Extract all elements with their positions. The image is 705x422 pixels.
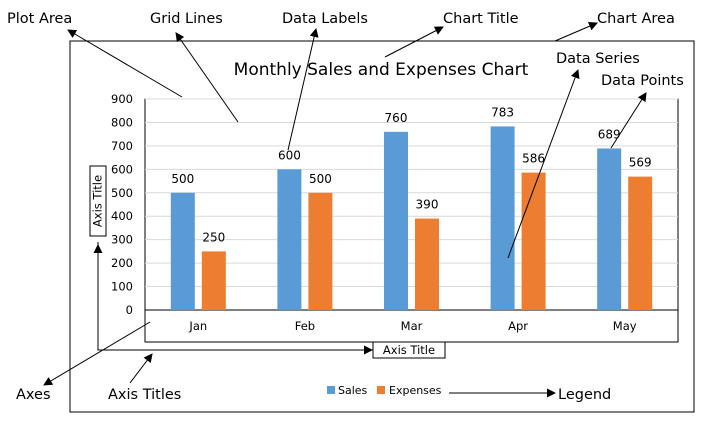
data-label: 500	[171, 172, 194, 186]
x-axis-tick-labels: Jan Feb Mar Apr May	[188, 319, 636, 333]
annotation-data-series: Data Series	[556, 51, 640, 67]
chart-title: Monthly Sales and Expenses Chart	[234, 60, 529, 80]
annotation-data-points: Data Points	[601, 73, 684, 89]
x-tick-label: Apr	[508, 319, 528, 333]
pointer-axes	[43, 321, 151, 386]
legend-label-sales: Sales	[338, 384, 368, 397]
pointer-data-series	[507, 69, 580, 259]
bar-expenses-may	[628, 176, 653, 310]
data-label: 600	[278, 148, 301, 162]
y-tick-label: 200	[111, 256, 133, 270]
y-tick-label: 300	[111, 233, 133, 247]
y-tick-label: 700	[111, 139, 133, 153]
data-series-bars	[170, 126, 653, 311]
bar-expenses-jan	[201, 251, 226, 310]
x-tick-label: Mar	[401, 319, 423, 333]
y-tick-label: 600	[111, 162, 133, 176]
annotation-grid-lines: Grid Lines	[150, 11, 223, 27]
legend-swatch-expenses	[377, 386, 385, 394]
pointer-data-labels	[287, 28, 319, 151]
data-label: 586	[522, 152, 545, 166]
y-tick-label: 500	[111, 186, 133, 200]
bar-sales-mar	[384, 131, 408, 310]
axis-title-connector	[97, 242, 373, 351]
pointer-axis-titles	[129, 353, 153, 384]
annotation-axes: Axes	[16, 387, 51, 403]
legend-swatch-sales	[327, 386, 335, 394]
pointer-data-points	[610, 92, 647, 149]
data-label: 390	[416, 198, 439, 212]
annotation-plot-area: Plot Area	[7, 11, 72, 27]
annotation-axis-titles: Axis Titles	[108, 387, 181, 403]
y-tick-label: 0	[126, 303, 133, 317]
bar-sales-apr	[490, 126, 515, 311]
data-label: 500	[309, 172, 332, 186]
x-tick-label: May	[613, 319, 637, 333]
legend: Sales Expenses	[327, 384, 442, 397]
y-axis-title: Axis Title	[91, 175, 105, 227]
y-axis-tick-labels: 0 100 200 300 400 500 600 700 800 900	[111, 92, 133, 317]
pointer-chart-title	[384, 26, 444, 58]
x-axis-title: Axis Title	[383, 343, 435, 357]
annotation-pointers	[43, 22, 647, 398]
bar-sales-jan	[170, 192, 195, 310]
pointer-plot-area	[67, 29, 183, 98]
x-tick-label: Jan	[188, 319, 207, 333]
annotation-chart-title: Chart Title	[443, 11, 519, 27]
pointer-grid-lines	[175, 32, 239, 123]
x-tick-label: Feb	[295, 319, 315, 333]
annotation-legend: Legend	[558, 387, 611, 403]
data-label: 783	[491, 105, 514, 119]
data-labels: 500 250 600 500 760 390 783 586 689 569	[171, 105, 651, 244]
annotation-chart-area: Chart Area	[597, 11, 675, 27]
y-tick-label: 400	[111, 209, 133, 223]
gridlines	[145, 98, 678, 311]
bar-expenses-apr	[521, 172, 546, 310]
y-tick-label: 900	[111, 92, 133, 106]
y-tick-label: 800	[111, 115, 133, 129]
data-label: 689	[598, 127, 621, 141]
bar-sales-may	[597, 148, 622, 310]
data-label: 250	[202, 230, 225, 244]
legend-label-expenses: Expenses	[389, 384, 442, 397]
bar-expenses-mar	[415, 218, 439, 310]
y-axis-title-box	[89, 165, 107, 237]
data-label: 760	[385, 111, 408, 125]
bar-expenses-feb	[308, 192, 333, 310]
annotation-data-labels: Data Labels	[282, 11, 368, 27]
data-label: 569	[629, 156, 652, 170]
y-tick-label: 100	[111, 280, 133, 294]
pointer-chart-area	[554, 22, 598, 42]
bar-sales-feb	[277, 169, 302, 310]
